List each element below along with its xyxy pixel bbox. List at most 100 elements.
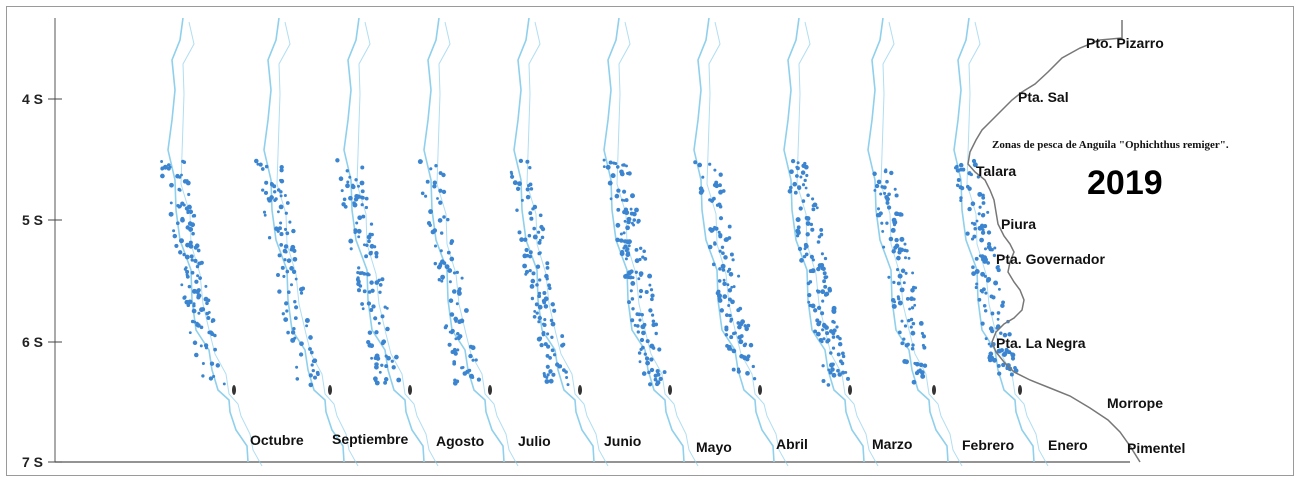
shelf-contour <box>603 17 685 463</box>
fishing-point <box>980 225 984 230</box>
fishing-point <box>542 290 547 296</box>
fishing-point <box>831 372 837 378</box>
fishing-point <box>263 213 267 217</box>
fishing-point <box>624 273 629 279</box>
fishing-point <box>990 248 994 252</box>
fishing-point <box>805 221 811 226</box>
fishing-point <box>386 355 391 361</box>
fishing-point <box>1001 362 1006 368</box>
fishing-point <box>274 197 278 201</box>
map-title: Zonas de pesca de Anguila "Ophichthus re… <box>992 139 1229 151</box>
fishing-point <box>721 189 726 193</box>
fishing-point <box>748 342 754 348</box>
fishing-point <box>278 204 284 210</box>
fishing-point <box>651 319 656 323</box>
fishing-point <box>799 258 804 263</box>
fishing-point <box>548 378 554 384</box>
fishing-point <box>720 263 726 269</box>
fishing-point <box>822 271 827 276</box>
shelf-contour <box>423 17 505 463</box>
fishing-point <box>816 305 822 311</box>
fishing-point <box>471 358 475 362</box>
fishing-point <box>803 242 808 247</box>
fishing-point <box>718 267 722 271</box>
fishing-point <box>550 302 554 306</box>
fishing-point <box>289 266 294 271</box>
fishing-point <box>378 370 382 374</box>
fishing-point <box>437 278 441 282</box>
fishing-point <box>540 235 545 240</box>
fishing-point <box>456 332 460 336</box>
fishing-point <box>530 278 536 284</box>
fishing-point <box>797 185 802 190</box>
fishing-point <box>190 258 194 262</box>
fishing-point <box>180 201 185 206</box>
fishing-point <box>531 271 536 276</box>
fishing-point <box>846 376 850 381</box>
fishing-point <box>260 167 265 171</box>
fishing-point <box>630 297 635 301</box>
fishing-point <box>978 205 982 209</box>
fishing-point <box>188 209 194 215</box>
fishing-point <box>273 190 277 194</box>
fishing-point <box>210 318 216 323</box>
fishing-point <box>433 244 438 248</box>
fishing-point <box>632 223 636 227</box>
fishing-point <box>827 368 831 372</box>
fishing-point <box>910 288 915 293</box>
fishing-point <box>648 308 653 313</box>
fishing-point <box>608 160 613 165</box>
fishing-point <box>635 324 640 328</box>
fishing-point <box>972 162 978 168</box>
fishing-point <box>277 253 282 258</box>
fishing-point <box>987 356 991 360</box>
month-label: Febrero <box>962 437 1014 453</box>
fishing-point <box>707 244 713 250</box>
fishing-point <box>532 234 538 240</box>
fishing-point <box>180 173 183 177</box>
fishing-point <box>798 206 803 211</box>
fishing-point <box>529 187 534 191</box>
fishing-point <box>729 335 734 340</box>
fishing-point <box>972 234 977 239</box>
fishing-point <box>544 379 550 384</box>
fishing-point <box>348 175 352 179</box>
fishing-point <box>789 169 794 175</box>
fishing-point <box>996 265 1000 269</box>
fishing-point <box>474 358 478 362</box>
fishing-point <box>986 278 990 283</box>
month-label: Junio <box>604 433 641 449</box>
fishing-point <box>383 305 387 309</box>
fishing-point <box>997 287 1001 291</box>
fishing-point <box>192 213 197 218</box>
fishing-point <box>991 295 996 300</box>
fishing-point <box>803 178 807 183</box>
fishing-point <box>425 179 430 184</box>
fishing-point <box>372 245 377 249</box>
fishing-point <box>452 271 457 275</box>
fishing-point <box>722 281 727 286</box>
fishing-point <box>354 178 358 182</box>
fishing-point <box>981 201 986 205</box>
fishing-point <box>825 331 830 336</box>
fishing-point <box>476 377 481 382</box>
fishing-point <box>552 353 557 357</box>
fishing-point <box>639 273 643 277</box>
fishing-point <box>525 253 530 258</box>
fishing-point <box>162 164 168 170</box>
fishing-point <box>370 288 375 293</box>
fishing-point <box>377 278 381 282</box>
fishing-point <box>841 354 846 359</box>
fishing-point <box>807 300 811 304</box>
fishing-point <box>371 304 376 309</box>
fishing-point <box>215 363 221 368</box>
fishing-point <box>722 278 726 282</box>
fishing-point <box>727 346 732 351</box>
fishing-point <box>918 362 924 368</box>
fishing-point <box>185 273 189 277</box>
fishing-point <box>730 285 734 289</box>
fishing-point <box>545 277 549 281</box>
fishing-point <box>185 225 190 230</box>
fishing-point <box>520 198 524 202</box>
fishing-point <box>175 221 180 226</box>
